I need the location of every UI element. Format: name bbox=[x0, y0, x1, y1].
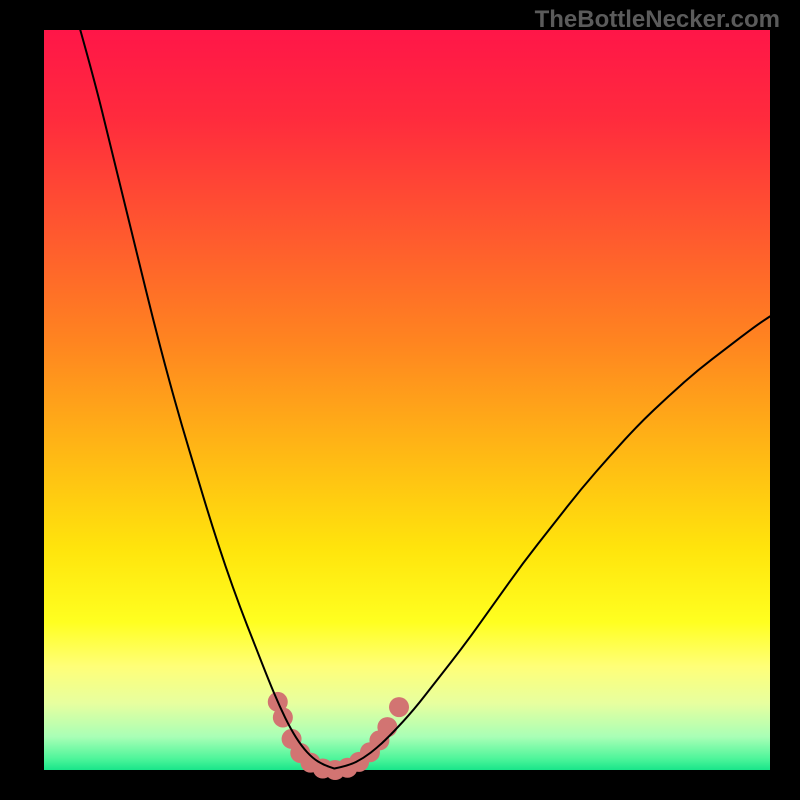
watermark-text: TheBottleNecker.com bbox=[535, 6, 780, 34]
curve-left bbox=[80, 30, 334, 769]
chart-svg bbox=[0, 0, 800, 800]
